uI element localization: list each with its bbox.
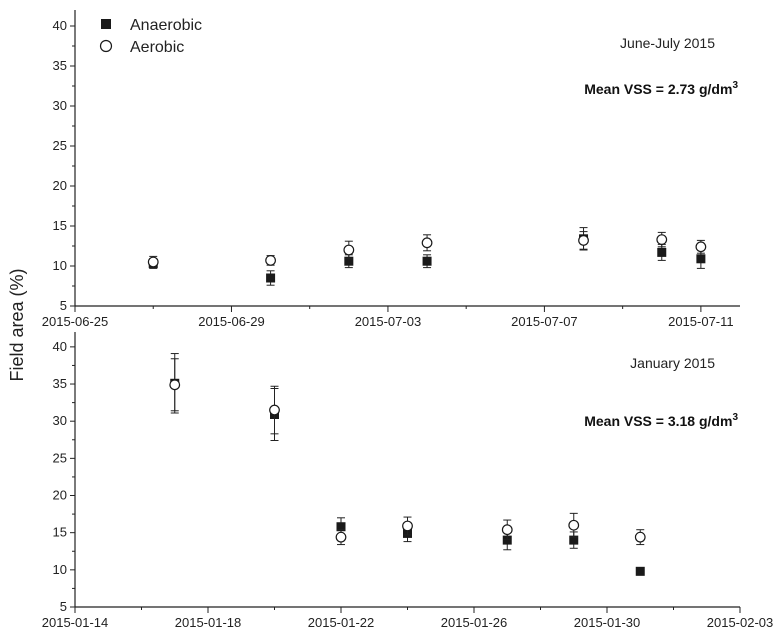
anaerobic-point: [422, 256, 432, 266]
x-tick-label: 2015-01-22: [308, 615, 375, 630]
anaerobic-point: [502, 535, 512, 545]
y-tick-label: 30: [53, 413, 67, 428]
mean-vss-superscript: 3: [732, 80, 738, 91]
y-axis-title: Field area (%): [7, 268, 27, 381]
legend: Anaerobic Aerobic: [99, 17, 202, 56]
period-label: January 2015: [630, 355, 715, 371]
aerobic-point: [695, 241, 707, 253]
period-label: June-July 2015: [620, 35, 715, 51]
aerobic-point: [656, 234, 668, 246]
anaerobic-point: [696, 254, 706, 264]
aerobic-point: [634, 531, 646, 543]
anaerobic-point: [569, 535, 579, 545]
x-tick-label: 2015-06-29: [198, 314, 265, 329]
y-tick-label: 25: [53, 138, 67, 153]
y-tick-label: 5: [60, 298, 67, 313]
aerobic-point: [265, 254, 276, 266]
legend-label: Aerobic: [130, 39, 184, 56]
x-tick-label: 2015-07-11: [668, 314, 734, 329]
aerobic-point: [402, 520, 413, 532]
y-tick-label: 10: [53, 258, 67, 273]
x-tick-label: 2015-01-26: [441, 615, 508, 630]
legend-label: Anaerobic: [130, 17, 202, 34]
x-tick-label: 2015-01-30: [574, 615, 641, 630]
y-tick-label: 15: [53, 218, 67, 233]
x-tick-label: 2015-01-14: [42, 615, 109, 630]
y-tick-label: 35: [53, 376, 67, 391]
mean-vss-label: Mean VSS = 2.73 g/dm3: [584, 80, 738, 97]
anaerobic-point: [336, 522, 346, 532]
y-tick-label: 35: [53, 58, 67, 73]
panel-2: 5 10 15 20 25 30 35 40 2015-01-14 2015-01-18 2015-…: [42, 332, 774, 630]
y-tick-label: 15: [53, 525, 67, 540]
y-tick-label: 20: [53, 178, 67, 193]
aerobic-point: [501, 524, 513, 536]
x-tick-label: 2015-06-25: [42, 314, 109, 329]
y-tick-label: 25: [53, 450, 67, 465]
aerobic-point: [169, 379, 181, 391]
anaerobic-point: [266, 273, 276, 283]
aerobic-point: [269, 404, 280, 416]
x-tick-label: 2015-07-07: [511, 314, 578, 329]
anaerobic-point: [657, 247, 667, 257]
anaerobic-point: [344, 256, 354, 266]
x-tick-label: 2015-02-03: [707, 615, 774, 630]
aerobic-point: [335, 531, 347, 543]
y-tick-label: 40: [53, 18, 67, 33]
y-tick-label: 40: [53, 339, 67, 354]
aerobic-point: [578, 234, 589, 246]
y-tick-label: 30: [53, 98, 67, 113]
aerobic-point: [147, 256, 159, 268]
aerobic-point: [568, 519, 580, 531]
mean-vss-superscript: 3: [732, 412, 738, 423]
aerobic-point: [343, 244, 355, 256]
panel-1: 5 10 15 20 25 30 35 40 2015-06-25 2015-06-29 2015-…: [42, 10, 740, 329]
x-tick-label: 2015-07-03: [355, 314, 422, 329]
y-tick-label: 5: [60, 599, 67, 614]
legend-swatch-anaerobic: [101, 19, 111, 29]
aerobic-point: [421, 237, 433, 249]
anaerobic-point: [635, 566, 645, 576]
y-tick-label: 10: [53, 562, 67, 577]
y-tick-label: 20: [53, 488, 67, 503]
legend-swatch-aerobic: [99, 39, 113, 53]
mean-vss-label: Mean VSS = 3.18 g/dm3: [584, 412, 738, 429]
x-tick-label: 2015-01-18: [175, 615, 242, 630]
